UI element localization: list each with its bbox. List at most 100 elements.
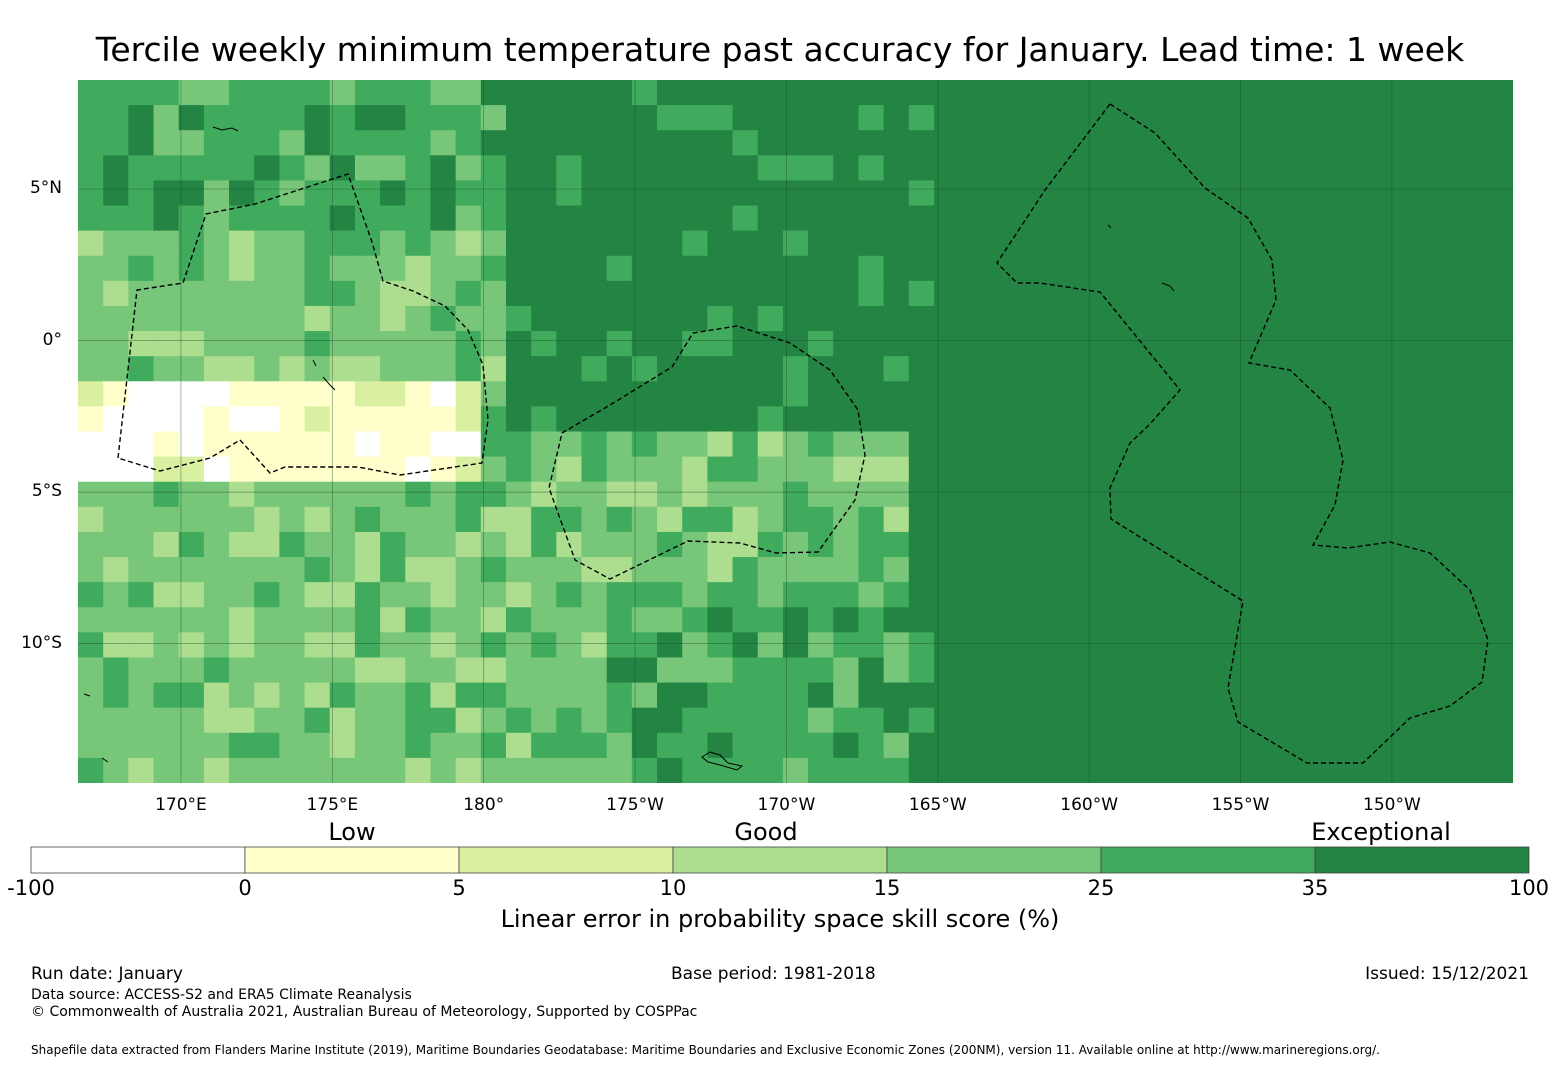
skill-cell	[1261, 331, 1288, 357]
skill-cell	[883, 506, 910, 533]
skill-cell	[883, 230, 910, 257]
skill-cell	[1336, 305, 1363, 332]
skill-cell	[1185, 406, 1212, 433]
skill-cell	[1437, 682, 1464, 709]
skill-cell	[1286, 255, 1313, 282]
skill-cell	[1412, 707, 1439, 734]
skill-cell	[1437, 657, 1464, 684]
skill-cell	[682, 707, 708, 734]
skill-cell	[380, 155, 406, 182]
skill-cell	[1009, 205, 1036, 232]
skill-cell	[707, 707, 734, 734]
skill-cell	[380, 381, 406, 407]
skill-cell	[581, 557, 608, 583]
skill-cell	[103, 180, 129, 207]
skill-cell	[757, 607, 784, 633]
skill-cell	[1336, 381, 1363, 407]
skill-cell	[883, 682, 910, 709]
skill-cell	[1462, 130, 1489, 156]
skill-cell	[682, 682, 708, 709]
skill-cell	[1236, 481, 1262, 508]
skill-cell	[556, 481, 583, 508]
skill-cell	[531, 406, 557, 433]
skill-cell	[380, 481, 406, 508]
skill-cell	[959, 381, 985, 407]
skill-cell	[883, 155, 910, 182]
skill-cell	[430, 757, 457, 783]
skill-cell	[833, 230, 860, 257]
skill-cell	[732, 757, 759, 783]
skill-cell	[1361, 255, 1388, 282]
skill-cell	[1336, 155, 1363, 182]
skill-cell	[455, 456, 482, 483]
skill-cell	[78, 230, 104, 257]
skill-cell	[380, 431, 406, 458]
skill-cell	[556, 230, 583, 257]
skill-cell	[531, 331, 557, 357]
skill-cell	[153, 531, 180, 558]
skill-cell	[1236, 456, 1262, 483]
skill-cell	[103, 682, 129, 709]
skill-cell	[1135, 757, 1162, 783]
skill-cell	[984, 280, 1011, 307]
skill-cell	[329, 607, 356, 633]
skill-cell	[707, 557, 734, 583]
skill-cell	[1210, 155, 1237, 182]
skill-cell	[1034, 180, 1061, 207]
skill-cell	[1286, 280, 1313, 307]
skill-cell	[380, 255, 406, 282]
skill-cell	[505, 105, 532, 131]
skill-cell	[657, 381, 683, 407]
skill-cell	[556, 682, 583, 709]
skill-cell	[1437, 205, 1464, 232]
skill-cell	[1437, 481, 1464, 508]
skill-cell	[707, 632, 734, 659]
skill-cell	[883, 481, 910, 508]
skill-cell	[883, 757, 910, 783]
skill-cell	[757, 331, 784, 357]
skill-cell	[229, 230, 255, 257]
skill-cell	[203, 305, 230, 332]
skill-cell	[430, 707, 457, 734]
skill-cell	[858, 431, 885, 458]
skill-cell	[1462, 255, 1489, 282]
skill-cell	[380, 682, 406, 709]
skill-cell	[128, 105, 155, 131]
skill-cell	[1160, 280, 1187, 307]
skill-cell	[1135, 80, 1162, 106]
skill-cell	[1286, 230, 1313, 257]
skill-cell	[1236, 657, 1262, 684]
skill-cell	[1361, 356, 1388, 382]
skill-cell	[178, 431, 205, 458]
skill-cell	[1210, 255, 1237, 282]
skill-cell	[631, 757, 658, 783]
skill-cell	[380, 757, 406, 783]
skill-cell	[1059, 707, 1086, 734]
skill-cell	[1185, 381, 1212, 407]
skill-cell	[531, 632, 557, 659]
skill-cell	[631, 255, 658, 282]
skill-cell	[229, 431, 255, 458]
skill-cell	[1387, 406, 1413, 433]
skill-cell	[606, 682, 633, 709]
skill-cell	[1261, 80, 1288, 106]
colorbar-tick-label: 0	[238, 876, 252, 900]
skill-cell	[883, 732, 910, 759]
skill-cell	[153, 481, 180, 508]
skill-cell	[883, 130, 910, 156]
skill-cell	[1160, 381, 1187, 407]
skill-cell	[1437, 80, 1464, 106]
skill-cell	[279, 255, 306, 282]
skill-cell	[103, 255, 129, 282]
skill-cell	[1135, 732, 1162, 759]
skill-cell	[1311, 481, 1338, 508]
skill-cell	[581, 180, 608, 207]
skill-cell	[405, 331, 432, 357]
skill-cell	[304, 582, 331, 608]
skill-cell	[1135, 280, 1162, 307]
skill-cell	[279, 607, 306, 633]
skill-cell	[732, 582, 759, 608]
skill-cell	[757, 531, 784, 558]
skill-cell	[1361, 557, 1388, 583]
skill-cell	[732, 707, 759, 734]
